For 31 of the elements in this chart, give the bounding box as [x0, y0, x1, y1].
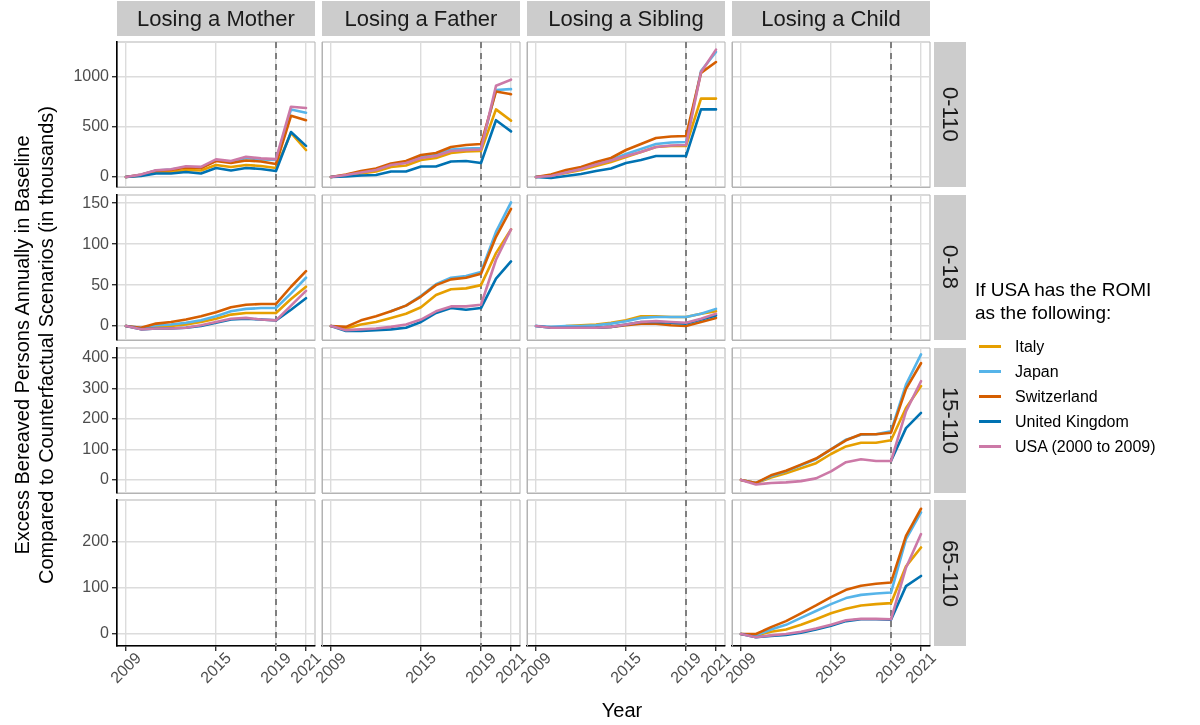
y-tick-label: 200 [82, 532, 110, 550]
legend-label: Japan [1015, 362, 1059, 381]
y-tick-label: 1000 [73, 67, 110, 85]
y-tick-label: 0 [100, 470, 110, 488]
y2-axis-title: 0-110 [934, 42, 966, 187]
y2-axis-title: 0-18 [934, 195, 966, 340]
legend-label: Switzerland [1015, 387, 1098, 406]
chart-title: Losing a Sibling [527, 1, 725, 36]
y-tick-label: 300 [82, 378, 110, 396]
legend-label: USA (2000 to 2009) [1015, 437, 1156, 456]
y-axis-title: Excess Bereaved Persons Annually in Baseline Compared to Counterfactual Scenarios (in thousands) [10, 105, 58, 587]
y-tick-label: 100 [82, 578, 110, 596]
y-tick-label: 100 [82, 439, 110, 457]
y-tick-label: 0 [100, 167, 110, 185]
y-tick-label: 200 [82, 409, 110, 427]
chart-title: Losing a Mother [117, 1, 315, 36]
y-tick-label: 150 [82, 193, 110, 211]
y2-axis-title: 65-110 [934, 500, 966, 646]
y-tick-label: 500 [82, 117, 110, 135]
x-axis-title: Year [600, 699, 644, 722]
legend-label: United Kingdom [1015, 412, 1129, 431]
y-tick-label: 0 [100, 316, 110, 334]
y-tick-label: 400 [82, 348, 110, 366]
chart-title: Losing a Child [732, 1, 930, 36]
y-tick-label: 50 [91, 275, 110, 293]
legend-title: If USA has the ROMI as the following: [975, 278, 1153, 324]
y-tick-label: 0 [100, 624, 110, 642]
y2-axis-title: 15-110 [934, 348, 966, 493]
legend-label: Italy [1015, 337, 1045, 356]
y-tick-label: 100 [82, 234, 110, 252]
chart-title: Losing a Father [322, 1, 520, 36]
